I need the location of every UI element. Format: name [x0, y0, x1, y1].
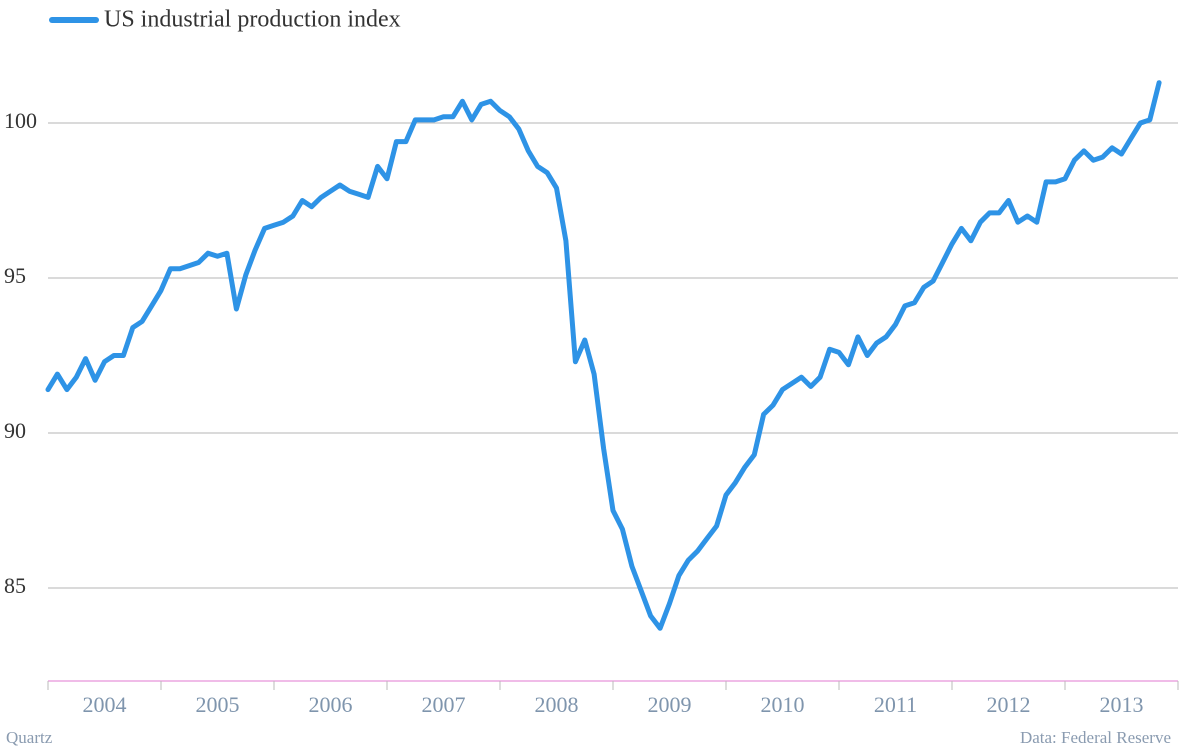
- y-tick-label: 95: [4, 263, 26, 288]
- x-tick-label: 2007: [422, 692, 466, 717]
- y-tick-label: 85: [4, 573, 26, 598]
- brand: Quartz: [6, 728, 53, 747]
- source: Data: Federal Reserve: [1020, 728, 1171, 747]
- x-tick-label: 2008: [535, 692, 579, 717]
- x-tick-label: 2011: [874, 692, 917, 717]
- x-tick-label: 2004: [83, 692, 127, 717]
- legend-label: US industrial production index: [104, 7, 401, 33]
- line-series: [45, 80, 1162, 631]
- y-tick-label: 90: [4, 418, 26, 443]
- x-tick-label: 2009: [648, 692, 692, 717]
- x-tick-label: 2010: [761, 692, 805, 717]
- x-tick-label: 2013: [1100, 692, 1144, 717]
- x-tick-label: 2006: [309, 692, 353, 717]
- x-tick-label: 2012: [987, 692, 1031, 717]
- y-tick-label: 100: [4, 108, 37, 133]
- x-tick-label: 2005: [196, 692, 240, 717]
